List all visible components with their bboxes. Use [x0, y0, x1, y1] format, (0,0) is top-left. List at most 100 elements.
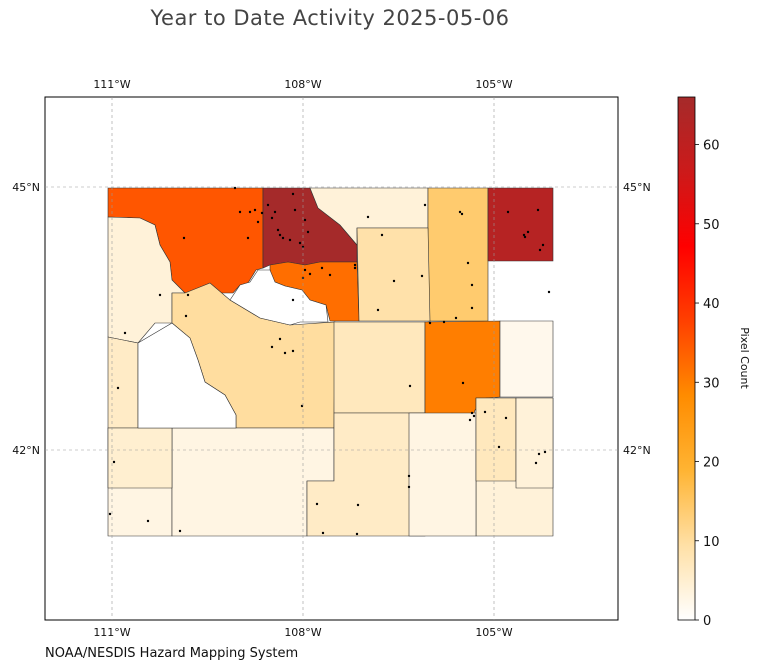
- county-east-right: [499, 320, 554, 398]
- fire-detection-dot: [315, 502, 319, 506]
- fire-detection-dot: [423, 203, 427, 207]
- fire-detection-dot: [256, 220, 260, 224]
- county-minor: [515, 397, 554, 489]
- fire-detection-dot: [376, 308, 380, 312]
- fire-detection-dot: [420, 274, 424, 278]
- fire-detection-dot: [407, 485, 411, 489]
- fire-detection-dot: [328, 273, 332, 277]
- fire-detection-dot: [308, 272, 312, 276]
- colorbar-tick-label: 50: [703, 218, 720, 233]
- top-tick-label: 111°W: [93, 78, 130, 91]
- bottom-tick-label: 108°W: [284, 626, 321, 639]
- fire-detection-dot: [472, 414, 476, 418]
- fire-detection-dot: [380, 233, 384, 237]
- top-tick-label: 108°W: [284, 78, 321, 91]
- fire-detection-dot: [407, 474, 411, 478]
- colorbar-label: Pixel Count: [738, 327, 751, 389]
- fire-detection-dot: [288, 238, 292, 242]
- fire-detection-dot: [303, 268, 307, 272]
- fire-detection-dot: [356, 503, 360, 507]
- fire-detection-dot: [303, 218, 307, 222]
- colorbar-tick-label: 60: [703, 139, 720, 154]
- colorbar-ticks: 0 10 20 30 40 50 60: [695, 139, 720, 629]
- fire-detection-dot: [246, 236, 250, 240]
- county-minor: [475, 397, 517, 482]
- fire-detection-dot: [233, 186, 237, 190]
- fire-detection-dot: [260, 211, 264, 215]
- fire-detection-dot: [298, 241, 302, 245]
- fire-detection-dot: [504, 416, 508, 420]
- fire-detection-dot: [253, 208, 257, 212]
- left-tick-label: 45°N: [12, 181, 40, 194]
- fire-detection-dot: [281, 236, 285, 240]
- colorbar: [677, 96, 696, 621]
- fire-detection-dot: [273, 210, 277, 214]
- fire-detection-dot: [293, 208, 297, 212]
- fire-detections: [108, 186, 551, 536]
- fire-detection-dot: [392, 279, 396, 283]
- fire-detection-dot: [278, 337, 282, 341]
- county-minor: [107, 336, 139, 429]
- fire-detection-dot: [497, 445, 501, 449]
- bottom-tick-label: 105°W: [475, 626, 512, 639]
- fire-detection-dot: [468, 418, 472, 422]
- fire-detection-dot: [291, 298, 295, 302]
- fire-detection-dot: [238, 210, 242, 214]
- colorbar-tick-label: 10: [703, 535, 720, 550]
- fire-detection-dot: [184, 314, 188, 318]
- fire-detection-dot: [146, 519, 150, 523]
- fire-detection-dot: [186, 293, 190, 297]
- fire-detection-dot: [158, 293, 162, 297]
- fire-detection-dot: [523, 235, 527, 239]
- fire-detection-dot: [353, 263, 357, 267]
- fire-detection-dot: [408, 384, 412, 388]
- fire-detection-dot: [112, 460, 116, 464]
- fire-detection-dot: [300, 404, 304, 408]
- county-center-north-east: [356, 227, 431, 322]
- fire-detection-dot: [266, 203, 270, 207]
- fire-detection-dot: [270, 345, 274, 349]
- colorbar-tick-label: 40: [703, 297, 720, 312]
- fire-detection-dot: [276, 228, 280, 232]
- county-minor: [137, 322, 237, 429]
- fire-detection-dot: [466, 261, 470, 265]
- fire-detection-dot: [522, 233, 526, 237]
- fire-detection-dot: [526, 230, 530, 234]
- fire-detection-dot: [470, 411, 474, 415]
- left-tick-label: 42°N: [12, 444, 40, 457]
- fire-detection-dot: [460, 212, 464, 216]
- fire-detection-dot: [537, 452, 541, 456]
- county-center: [333, 321, 426, 414]
- fire-detection-dot: [470, 306, 474, 310]
- fire-detection-dot: [536, 208, 540, 212]
- fire-detection-dot: [321, 531, 325, 535]
- fire-detection-dot: [534, 461, 538, 465]
- fire-detection-dot: [547, 290, 551, 294]
- county-north-east-1: [427, 187, 489, 322]
- fire-detection-dot: [178, 529, 182, 533]
- fire-detection-dot: [353, 266, 357, 270]
- county-minor: [229, 269, 329, 326]
- fire-detection-dot: [541, 243, 545, 247]
- county-layer: [107, 187, 554, 537]
- county-minor: [408, 412, 477, 537]
- fire-detection-dot: [461, 381, 465, 385]
- colorbar-tick-label: 0: [703, 614, 711, 629]
- right-tick-label: 42°N: [623, 444, 651, 457]
- right-tick-label: 45°N: [623, 181, 651, 194]
- fire-detection-dot: [442, 320, 446, 324]
- map-title: Year to Date Activity 2025-05-06: [150, 6, 510, 30]
- fire-detection-dot: [538, 248, 542, 252]
- fire-detection-dot: [182, 236, 186, 240]
- fire-detection-dot: [291, 192, 295, 196]
- fire-detection-dot: [306, 230, 310, 234]
- fire-detection-dot: [506, 210, 510, 214]
- fire-detection-dot: [283, 351, 287, 355]
- colorbar-tick-label: 30: [703, 376, 720, 391]
- fire-detection-dot: [123, 331, 127, 335]
- credit-text: NOAA/NESDIS Hazard Mapping System: [45, 646, 299, 661]
- county-north-east-corner: [487, 187, 554, 262]
- fire-detection-dot: [483, 410, 487, 414]
- top-tick-label: 105°W: [475, 78, 512, 91]
